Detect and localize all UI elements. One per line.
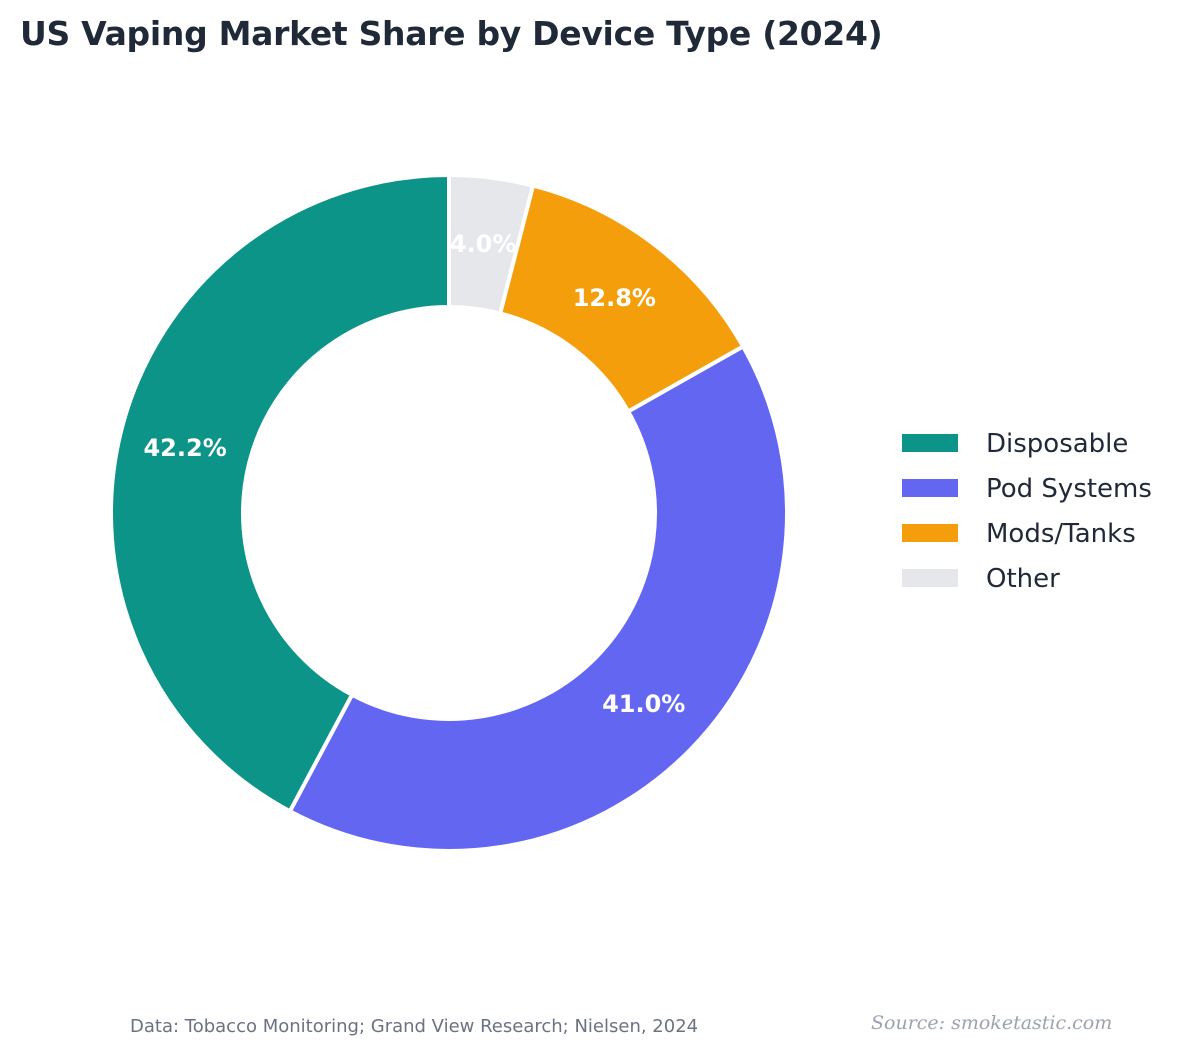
legend: Disposable Pod Systems Mods/Tanks Other — [902, 429, 1152, 594]
legend-swatch-other[interactable] — [902, 569, 958, 587]
legend-label-pod-systems[interactable]: Pod Systems — [986, 474, 1152, 504]
chart-title: US Vaping Market Share by Device Type (2… — [20, 14, 883, 53]
legend-swatch-pod-systems[interactable] — [902, 479, 958, 497]
slice-label-other: 4.0% — [450, 230, 517, 258]
slice-label-pod-systems: 41.0% — [602, 690, 685, 718]
legend-swatch-mods-tanks[interactable] — [902, 524, 958, 542]
labels-group: 4.0% 12.8% 41.0% 42.2% — [143, 230, 685, 718]
legend-swatch-disposable[interactable] — [902, 434, 958, 452]
data-source-note: Data: Tobacco Monitoring; Grand View Res… — [130, 1016, 699, 1037]
slice-disposable[interactable] — [109, 173, 451, 814]
slice-label-disposable: 42.2% — [143, 434, 226, 462]
legend-label-mods-tanks[interactable]: Mods/Tanks — [986, 519, 1136, 549]
legend-label-other[interactable]: Other — [986, 564, 1060, 594]
slices-group — [109, 173, 789, 853]
attribution-link[interactable]: Source: smoketastic.com — [871, 1012, 1113, 1034]
slice-label-mods-tanks: 12.8% — [573, 284, 656, 312]
slice-pod-systems[interactable] — [287, 344, 789, 853]
legend-label-disposable[interactable]: Disposable — [986, 429, 1128, 459]
